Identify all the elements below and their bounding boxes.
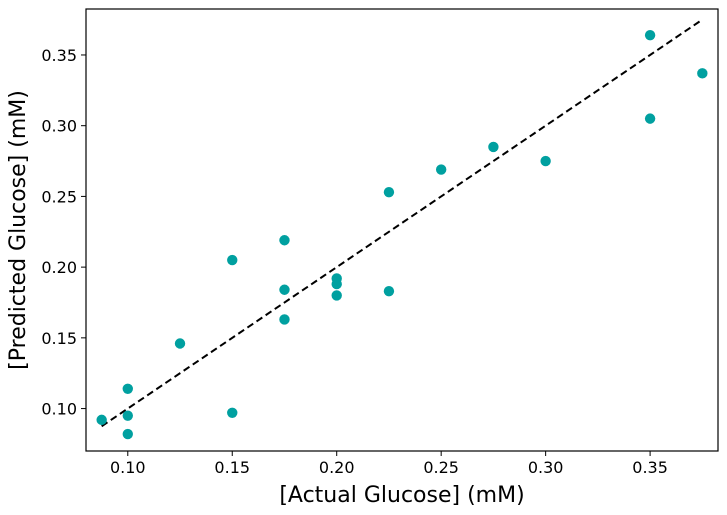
y-tick-label: 0.15 xyxy=(41,329,77,348)
plot-frame xyxy=(85,8,719,452)
data-point-6 xyxy=(227,407,238,419)
data-point-19 xyxy=(644,113,656,124)
data-point-7 xyxy=(279,235,290,246)
x-axis-title: [Actual Glucose] (mM) xyxy=(279,483,524,508)
data-point-15 xyxy=(435,164,447,175)
data-point-5 xyxy=(227,254,238,266)
y-tick-label: 0.25 xyxy=(41,187,77,206)
y-axis: 0.10 0.15 0.20 0.25 0.30 0.35 xyxy=(41,46,86,419)
x-tick-label: 0.15 xyxy=(214,458,250,477)
data-point-16 xyxy=(488,141,499,153)
y-tick-label: 0.30 xyxy=(41,117,77,136)
x-tick-label: 0.30 xyxy=(528,458,564,477)
x-tick-label: 0.35 xyxy=(632,458,668,477)
data-point-3 xyxy=(122,428,133,440)
x-axis: 0.10 0.15 0.20 0.25 0.30 0.35 xyxy=(110,451,668,477)
data-point-14 xyxy=(383,285,395,297)
x-tick-label: 0.20 xyxy=(319,458,355,477)
y-tick-label: 0.35 xyxy=(41,46,77,65)
data-point-20 xyxy=(697,68,708,79)
data-point-1 xyxy=(122,383,133,394)
data-point-17 xyxy=(540,155,551,167)
data-point-8 xyxy=(279,284,290,295)
data-point-2 xyxy=(122,410,133,421)
x-tick-label: 0.25 xyxy=(423,458,459,477)
data-point-9 xyxy=(279,314,290,325)
data-point-13 xyxy=(383,186,395,198)
data-point-12 xyxy=(331,290,342,301)
data-point-11 xyxy=(331,278,342,290)
data-point-4 xyxy=(174,338,186,349)
data-point-0 xyxy=(96,414,107,426)
y-tick-label: 0.10 xyxy=(41,400,77,419)
data-point-18 xyxy=(644,29,656,41)
x-tick-label: 0.10 xyxy=(110,458,146,477)
y-tick-label: 0.20 xyxy=(41,258,77,277)
points-layer xyxy=(96,29,708,440)
y-axis-title: [Predicted Glucose] (mM) xyxy=(6,90,31,370)
